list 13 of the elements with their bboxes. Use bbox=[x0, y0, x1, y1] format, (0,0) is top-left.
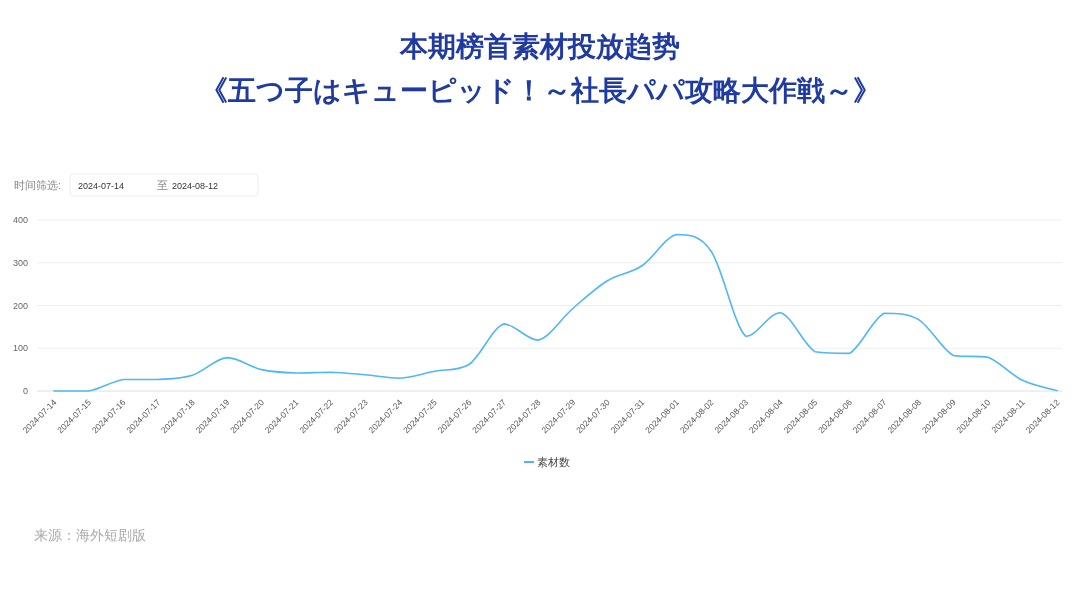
y-tick-label: 200 bbox=[12, 300, 28, 311]
y-tick-label: 100 bbox=[12, 343, 28, 354]
chart-title: 本期榜首素材投放趋势 bbox=[399, 31, 680, 62]
y-tick-label: 400 bbox=[12, 215, 28, 225]
y-tick-label: 300 bbox=[12, 257, 28, 268]
text: 2024-07-14 bbox=[78, 181, 125, 191]
text: 至 bbox=[157, 179, 168, 191]
text: 时间筛选: bbox=[14, 179, 61, 191]
y-tick-label: 0 bbox=[22, 386, 28, 396]
legend-label: 素材数 bbox=[537, 456, 570, 468]
text: 2024-08-12 bbox=[172, 181, 219, 191]
source-note: 来源：海外短剧版 bbox=[34, 528, 146, 544]
chart-subtitle: 《五つ子はキューピッド！～社長パパ攻略大作戦～》 bbox=[199, 75, 881, 106]
